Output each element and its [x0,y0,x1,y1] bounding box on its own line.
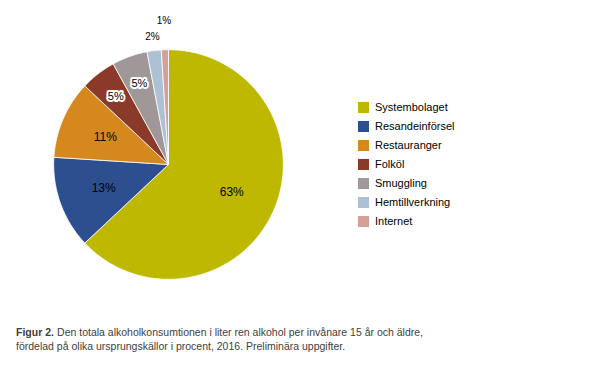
html-text:Resandeinförsel: Resandeinförsel [375,120,455,132]
svg-text:13%: 13% [92,181,116,195]
svg-text:11%: 11% [94,130,117,144]
svg-text:5%: 5% [131,77,147,89]
svg-text:63%: 63% [220,185,244,199]
svg-text:2%: 2% [145,31,160,42]
html-text:Smuggling: Smuggling [375,177,427,189]
html-text:Internet: Internet [375,215,413,227]
html-text:Restauranger: Restauranger [375,139,442,151]
html-text:Folköl: Folköl [375,158,405,170]
html-text:Figur 2. Den totala alkoholkon: Figur 2. Den totala alkoholkonsumtionen … [16,326,423,352]
svg-text:5%: 5% [108,90,124,102]
html-text:Systembolaget: Systembolaget [375,101,448,113]
svg-text:1%: 1% [157,15,172,26]
html-text:Hemtillverkning: Hemtillverkning [375,196,451,208]
